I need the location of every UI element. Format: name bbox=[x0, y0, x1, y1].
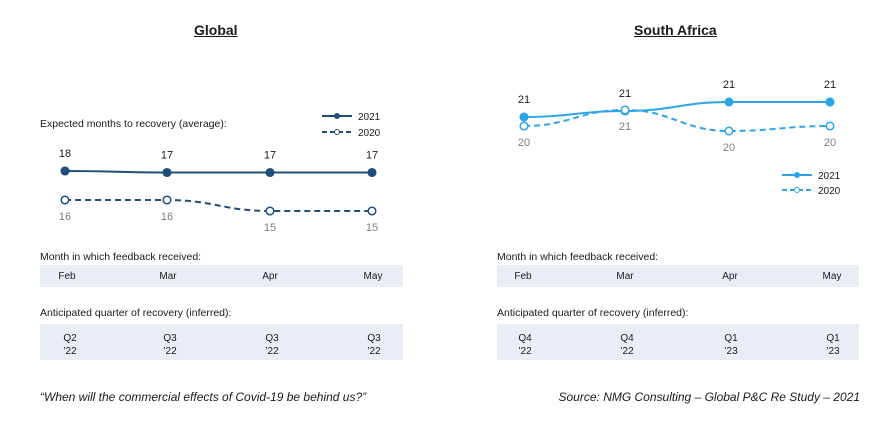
data-label-2021: 21 bbox=[723, 79, 735, 91]
south-africa-quarter-cell: Q1 ’23 bbox=[719, 332, 743, 358]
quarter-label: Q4 bbox=[518, 333, 532, 344]
global-quarter-band: Q2 ’22 Q3 ’22 Q3 ’22 Q3 ’22 bbox=[40, 324, 403, 360]
data-label-2020: 21 bbox=[619, 121, 631, 133]
quarter-year: ’22 bbox=[265, 346, 279, 357]
data-label-2020: 16 bbox=[59, 211, 71, 223]
quarter-label: Q3 bbox=[163, 333, 177, 344]
global-title: Global bbox=[194, 22, 238, 38]
south-africa-quarter-caption: Anticipated quarter of recovery (inferre… bbox=[497, 307, 689, 319]
data-label-2021: 17 bbox=[366, 150, 378, 162]
data-label-2020: 15 bbox=[264, 222, 276, 234]
data-point-2020 bbox=[825, 121, 835, 131]
south-africa-month-caption: Month in which feedback received: bbox=[497, 251, 659, 263]
quarter-label: Q3 bbox=[367, 333, 381, 344]
quarter-label: Q1 bbox=[826, 333, 840, 344]
data-label-2020: 20 bbox=[518, 137, 530, 149]
global-month-label: May bbox=[363, 271, 383, 282]
legend-label-2021: 2021 bbox=[818, 171, 841, 182]
global-month-caption: Month in which feedback received: bbox=[40, 251, 202, 263]
data-point-2020 bbox=[724, 126, 734, 136]
global-ylabel: Expected months to recovery (average): bbox=[40, 118, 227, 130]
data-label-2021: 18 bbox=[59, 148, 71, 160]
data-point-2021 bbox=[825, 97, 835, 107]
global-quarter-cell: Q3 ’22 bbox=[362, 332, 386, 358]
quarter-year: ’23 bbox=[724, 346, 738, 357]
south-africa-month-label: Mar bbox=[616, 271, 634, 282]
legend-marker-2020 bbox=[334, 129, 340, 135]
south-africa-quarter-cell: Q4 ’22 bbox=[615, 332, 639, 358]
legend-label-2020: 2020 bbox=[818, 186, 841, 197]
global-month-label: Feb bbox=[58, 271, 76, 282]
data-label-2021: 17 bbox=[161, 150, 173, 162]
data-label-2020: 20 bbox=[723, 142, 735, 154]
south-africa-title: South Africa bbox=[634, 22, 717, 38]
quarter-label: Q3 bbox=[265, 333, 279, 344]
data-point-2020 bbox=[265, 206, 275, 216]
south-africa-month-label: Apr bbox=[722, 271, 738, 282]
data-point-2021 bbox=[265, 167, 275, 178]
legend-label-2021: 2021 bbox=[358, 112, 381, 123]
data-point-2021 bbox=[60, 166, 70, 176]
legend-marker-2021 bbox=[794, 172, 800, 178]
data-point-2021 bbox=[162, 167, 172, 178]
south-africa-month-label: May bbox=[822, 271, 842, 282]
data-label-2021: 21 bbox=[824, 79, 836, 91]
data-point-2020 bbox=[519, 121, 529, 131]
global-month-label: Mar bbox=[159, 271, 177, 282]
data-point-2020 bbox=[162, 195, 172, 205]
quarter-label: Q4 bbox=[620, 333, 634, 344]
data-point-2021 bbox=[519, 112, 529, 122]
data-label-2020: 16 bbox=[161, 211, 173, 223]
data-label-2020: 15 bbox=[366, 222, 378, 234]
data-point-2021 bbox=[724, 97, 734, 107]
quarter-label: Q2 bbox=[63, 333, 77, 344]
global-quarter-cell: Q3 ’22 bbox=[260, 332, 284, 358]
quarter-year: ’22 bbox=[163, 346, 177, 357]
data-point-2020 bbox=[367, 206, 377, 216]
footer-source: Source: NMG Consulting – Global P&C Re S… bbox=[558, 390, 861, 404]
south-africa-month-band: Feb Mar Apr May bbox=[497, 265, 859, 287]
footer-quote: “When will the commercial effects of Cov… bbox=[40, 390, 367, 404]
quarter-year: ’22 bbox=[620, 346, 634, 357]
south-africa-month-label: Feb bbox=[514, 271, 532, 282]
global-line-chart: 18 17 17 17 2021 16 16 15 15 2020 bbox=[59, 112, 381, 234]
quarter-year: ’23 bbox=[826, 346, 840, 357]
global-quarter-caption: Anticipated quarter of recovery (inferre… bbox=[40, 307, 232, 319]
series-line-2020 bbox=[65, 198, 372, 213]
data-label-2021: 21 bbox=[619, 88, 631, 100]
quarter-label: Q1 bbox=[724, 333, 738, 344]
series-line-2021 bbox=[64, 170, 372, 174]
legend-marker-2020 bbox=[794, 187, 800, 193]
global-quarter-cell: Q2 ’22 bbox=[58, 332, 82, 358]
quarter-year: ’22 bbox=[367, 346, 381, 357]
series-line-2021 bbox=[523, 100, 830, 118]
data-label-2021: 21 bbox=[518, 94, 530, 106]
global-month-band: Feb Mar Apr May bbox=[40, 265, 403, 287]
quarter-year: ’22 bbox=[518, 346, 532, 357]
south-africa-quarter-band: Q4 ’22 Q4 ’22 Q1 ’23 Q1 ’23 bbox=[497, 324, 859, 360]
south-africa-quarter-cell: Q4 ’22 bbox=[513, 332, 537, 358]
data-label-2020: 20 bbox=[824, 137, 836, 149]
data-label-2021: 17 bbox=[264, 150, 276, 162]
south-africa-quarter-cell: Q1 ’23 bbox=[821, 332, 845, 358]
quarter-year: ’22 bbox=[63, 346, 77, 357]
data-point-2020 bbox=[620, 105, 630, 115]
global-quarter-cell: Q3 ’22 bbox=[158, 332, 182, 358]
data-point-2021 bbox=[367, 167, 377, 178]
data-point-2020 bbox=[60, 195, 70, 205]
legend-marker-2021 bbox=[334, 113, 340, 119]
global-month-label: Apr bbox=[262, 271, 278, 282]
series-line-2020 bbox=[523, 108, 831, 133]
legend-label-2020: 2020 bbox=[358, 128, 381, 139]
